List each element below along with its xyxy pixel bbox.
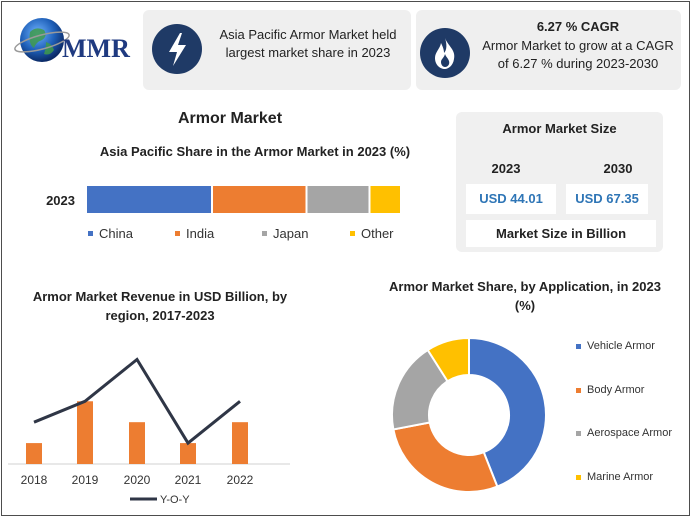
legend-item-india: India <box>175 226 214 241</box>
globe-icon <box>14 18 70 62</box>
legend-item-aerospace-armor: Aerospace Armor <box>576 427 672 439</box>
share-chart-title: Asia Pacific Share in the Armor Market i… <box>99 144 411 159</box>
x-tick-label: 2021 <box>175 473 202 487</box>
bar-segment-china <box>87 186 211 213</box>
application-chart-title: Armor Market Share, by Application, in 2… <box>389 279 661 313</box>
legend-label: Aerospace Armor <box>587 427 672 439</box>
revenue-combo-chart: 2018 2019 2020 2021 2022 Y-O-Y <box>8 357 290 506</box>
legend-label: Other <box>361 226 394 241</box>
legend-label: Body Armor <box>587 384 645 396</box>
donut-slice-vehicle-armor <box>468 336 547 488</box>
cagr-title: 6.27 % CAGR <box>536 19 620 34</box>
yoy-line <box>33 357 241 446</box>
legend-swatch <box>576 387 581 393</box>
legend-swatch <box>576 430 581 436</box>
flame-icon <box>420 28 470 78</box>
legend-swatch <box>262 231 267 236</box>
bar-segment-japan <box>307 186 369 213</box>
x-tick-label: 2019 <box>72 473 99 487</box>
cagr-text: Armor Market to grow at a CAGR of 6.27 %… <box>482 38 674 71</box>
logo-text: MMR <box>62 34 130 63</box>
lightning-icon <box>152 24 202 74</box>
stacked-bar-chart: 2023 <box>46 186 400 213</box>
legend-item-vehicle-armor: Vehicle Armor <box>576 340 655 352</box>
application-donut-chart <box>391 336 547 493</box>
revenue-bar-2022 <box>232 422 248 464</box>
legend-item-japan: Japan <box>262 226 308 241</box>
revenue-bar-2020 <box>129 422 145 464</box>
legend-swatch <box>576 474 581 480</box>
cagr-card: 6.27 % CAGR Armor Market to grow at a CA… <box>416 10 681 90</box>
market-size-year-2023: 2023 <box>491 161 521 176</box>
main-title: Armor Market <box>177 110 283 127</box>
legend-item-other: Other <box>350 226 394 241</box>
legend-swatch <box>175 231 180 236</box>
mmr-logo: MMR <box>12 12 134 72</box>
highlight-card-region: Asia Pacific Armor Market held largest m… <box>143 10 411 90</box>
donut-slice-marine-armor <box>426 336 470 383</box>
market-size-footer: Market Size in Billion <box>466 220 656 247</box>
market-size-year-2030: 2030 <box>603 161 633 176</box>
bar-segment-india <box>213 186 306 213</box>
legend-label: Japan <box>273 226 309 241</box>
x-tick-label: 2020 <box>124 473 151 487</box>
legend-label: China <box>99 226 133 241</box>
legend-label: Marine Armor <box>587 471 654 483</box>
legend-label: India <box>186 226 215 241</box>
revenue-bar-2019 <box>77 401 93 464</box>
legend-item-china: China <box>88 226 133 241</box>
market-size-title: Armor Market Size <box>502 121 617 136</box>
market-size-panel: Armor Market Size 2023 2030 USD 44.01 US… <box>456 112 663 252</box>
legend-swatch <box>350 231 355 236</box>
legend-item-marine-armor: Marine Armor <box>576 471 653 483</box>
bar-segment-other <box>370 186 400 213</box>
legend-item-body-armor: Body Armor <box>576 384 644 396</box>
x-tick-label: 2018 <box>21 473 48 487</box>
x-tick-label: 2022 <box>227 473 254 487</box>
revenue-bar-2021 <box>180 443 196 464</box>
legend-swatch <box>576 343 581 349</box>
legend-swatch <box>88 231 93 236</box>
revenue-bar-2018 <box>26 443 42 464</box>
revenue-chart-title: Armor Market Revenue in USD Billion, by … <box>32 289 288 323</box>
highlight-text: Asia Pacific Armor Market held largest m… <box>219 27 397 60</box>
market-size-value-2023: USD 44.01 <box>466 184 556 214</box>
market-size-value-2030: USD 67.35 <box>566 184 648 214</box>
category-label: 2023 <box>46 193 75 208</box>
legend-label: Vehicle Armor <box>587 340 655 352</box>
legend-label-yoy: Y-O-Y <box>160 494 190 506</box>
donut-slice-body-armor <box>392 421 499 493</box>
